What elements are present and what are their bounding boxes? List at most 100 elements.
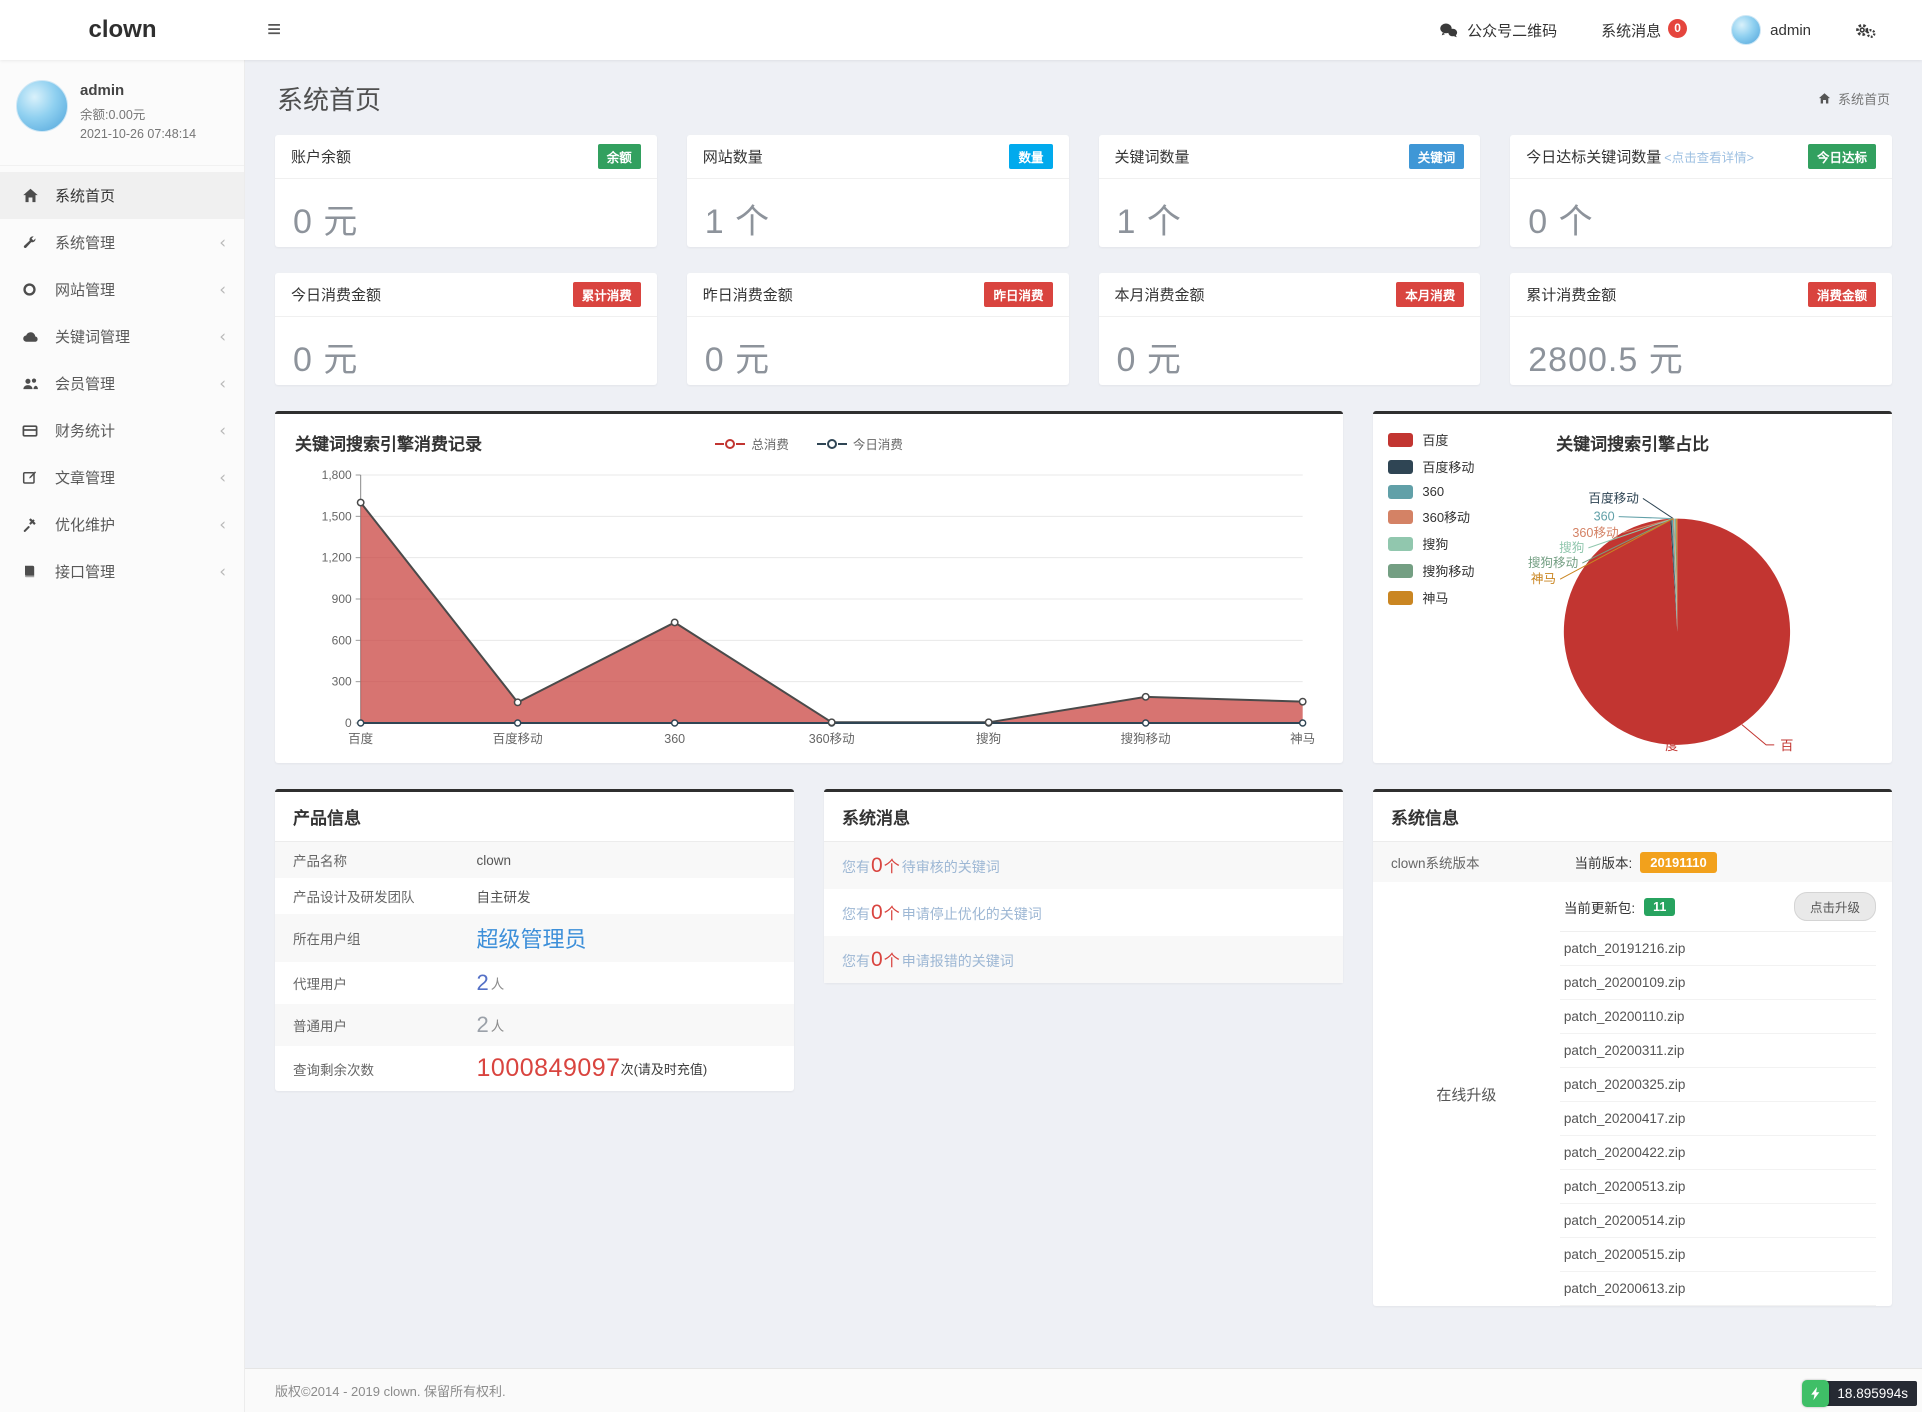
page-title: 系统首页 (277, 85, 382, 115)
pie-legend-item-百度[interactable]: 百度 (1388, 430, 1474, 449)
copyright-text: 版权©2014 - 2019 clown. 保留所有权利. (275, 1384, 506, 1399)
legend-swatch-icon (1388, 590, 1414, 605)
system-message-link[interactable]: 您有0个 申请报错的关键词 (824, 936, 1343, 983)
legend-swatch-icon (1388, 432, 1414, 447)
product-info-row: 产品名称 clown (275, 842, 794, 878)
stat-card-value: 0 个 (1528, 203, 1594, 241)
stat-card-value: 1 个 (704, 203, 771, 241)
stat-card-value: 1 个 (1116, 203, 1182, 241)
pie-chart-legend: 百度百度移动 360 360移动搜狗搜狗移动神马 (1388, 430, 1474, 607)
wrench-icon (22, 235, 42, 250)
product-info-row: 代理用户 2 人 (293, 970, 505, 995)
upgrade-button[interactable]: 点击升级 (1793, 892, 1876, 921)
legend-item-总消费[interactable]: 总消费 (715, 434, 789, 453)
legend-swatch-icon (1388, 484, 1414, 499)
pie-legend-item-搜狗[interactable]: 搜狗 (1388, 534, 1474, 553)
stat-card-badge: 本月消费 (1396, 282, 1465, 307)
engine-share-pie-chart-card: 关键词搜索引擎占比 百度 百度移动 360 360移动 搜狗 搜狗移动 神马 百度移动 360… (1373, 411, 1892, 763)
stat-card-1: 网站数量 数量 1 个 (686, 135, 1069, 247)
stat-card-badge: 昨日消费 (984, 282, 1053, 307)
sidebar-menu: 系统首页 系统管理 ‹ 网站管理 ‹ 关键词管理 ‹ 会员管理 ‹ 财务统计 ‹ 文章管理 ‹ 优化维护 ‹… (0, 165, 244, 595)
system-message-link[interactable]: 您有0个 申请停止优化的关键词 (842, 901, 1042, 924)
stat-card-detail-link[interactable]: <点击查看详情> (1664, 151, 1754, 165)
legend-swatch-icon (1388, 536, 1414, 551)
svg-text:搜狗: 搜狗 (1559, 541, 1584, 555)
line-chart-legend: 总消费 今日消费 (275, 434, 1343, 453)
breadcrumb[interactable]: 系统首页 (1818, 89, 1890, 108)
stat-card-badge: 今日达标 (1807, 144, 1876, 169)
legend-item-今日消费[interactable]: 今日消费 (816, 434, 903, 453)
sidebar-item-articles[interactable]: 文章管理 ‹ (0, 454, 244, 501)
top-navbar: clown ≡ 公众号二维码 系统消息 0 admin (0, 0, 1922, 60)
system-messages-panel: 系统消息 您有0个 待审核的关键词您有0个 申请停止优化的关键词您有0个 申请报错的关… (824, 789, 1343, 983)
stat-card-title: 今日达标关键词数量 (1526, 149, 1662, 166)
messages-label: 系统消息 (1601, 22, 1662, 40)
username-label: admin (1770, 21, 1811, 39)
stat-card-badge: 消费金额 (1807, 282, 1876, 307)
consumption-line-chart-card: 关键词搜索引擎消费记录 总消费 今日消费 0 300 600 900 1,200 1,500… (275, 411, 1344, 763)
sidebar-item-members[interactable]: 会员管理 ‹ (0, 360, 244, 407)
svg-text:360移动: 360移动 (1573, 526, 1619, 540)
sidebar-item-home[interactable]: 系统首页 (0, 172, 244, 219)
svg-text:百度移动: 百度移动 (1589, 490, 1639, 505)
svg-text:1,200: 1,200 (322, 551, 352, 565)
update-package-row: 当前更新包: 11 点击升级 (1559, 882, 1876, 932)
sidebar-item-label: 接口管理 (55, 564, 116, 581)
sidebar-item-api[interactable]: 接口管理 ‹ (0, 548, 244, 595)
pie-legend-item-360移动[interactable]: 360移动 (1388, 507, 1474, 526)
messages-menu-item[interactable]: 系统消息 0 (1579, 0, 1709, 60)
qrcode-menu-item[interactable]: 公众号二维码 (1417, 0, 1579, 60)
sidebar-user-block: admin 余额:0.00元 2021-10-26 07:48:14 (0, 60, 244, 165)
sidebar-item-system[interactable]: 系统管理 ‹ (0, 219, 244, 266)
stat-card-title: 关键词数量 (1114, 149, 1190, 166)
patch-file-row: patch_20200311.zip (1559, 1034, 1876, 1068)
sidebar-item-website[interactable]: 网站管理 ‹ (0, 266, 244, 313)
pie-legend-item-360[interactable]: 360 (1388, 484, 1474, 499)
stat-card-value: 2800.5 元 (1528, 341, 1684, 379)
user-menu-item[interactable]: admin (1709, 0, 1833, 60)
patch-file-row: patch_20200110.zip (1559, 1000, 1876, 1034)
sidebar-item-label: 关键词管理 (55, 329, 131, 346)
patch-file-row: patch_20200514.zip (1559, 1204, 1876, 1238)
sidebar-item-label: 系统管理 (55, 235, 116, 252)
sidebar-item-label: 系统首页 (55, 188, 116, 205)
pie-legend-item-百度移动[interactable]: 百度移动 (1388, 457, 1474, 476)
sidebar-item-finance[interactable]: 财务统计 ‹ (0, 407, 244, 454)
sidebar-item-optimize[interactable]: 优化维护 ‹ (0, 501, 244, 548)
sidebar-username: admin (80, 82, 125, 99)
breadcrumb-label: 系统首页 (1837, 92, 1890, 107)
sidebar-item-keywords[interactable]: 关键词管理 ‹ (0, 313, 244, 360)
version-row: clown系统版本 当前版本: 20191110 (1373, 842, 1892, 882)
system-info-title: 系统信息 (1373, 792, 1892, 842)
pie-legend-item-搜狗移动[interactable]: 搜狗移动 (1388, 561, 1474, 580)
svg-text:360: 360 (1594, 510, 1615, 524)
system-message-link[interactable]: 您有0个 待审核的关键词 (824, 842, 1343, 889)
page-load-time: 18.895994s (1825, 1381, 1917, 1406)
avatar (16, 80, 68, 132)
stat-card-title: 本月消费金额 (1114, 287, 1205, 304)
line-chart-title: 关键词搜索引擎消费记录 (295, 435, 482, 454)
usergroup-link[interactable]: 超级管理员 (476, 927, 587, 952)
current-version-label: 当前版本: (1574, 856, 1633, 871)
chevron-left-icon: ‹ (219, 467, 226, 488)
gears-icon (1855, 22, 1876, 39)
svg-text:1,500: 1,500 (322, 509, 352, 523)
legend-marker-icon (715, 438, 746, 449)
stat-cards-grid: 账户余额 余额 0 元 网站数量 数量 1 个 关键词数量 关键词 1 个 今日达标关键词数量 <点… (275, 135, 1892, 385)
menu-toggle-icon[interactable]: ≡ (267, 16, 282, 43)
svg-text:神马: 神马 (1290, 732, 1315, 746)
sidebar-datetime: 2021-10-26 07:48:14 (80, 127, 197, 141)
stat-card-value: 0 元 (704, 341, 771, 379)
sidebar-item-label: 优化维护 (55, 517, 116, 534)
system-messages-title: 系统消息 (824, 792, 1343, 842)
sidebar-item-label: 财务统计 (55, 423, 116, 440)
version-label: clown系统版本 (1391, 856, 1480, 871)
svg-text:0: 0 (345, 716, 352, 730)
settings-menu-item[interactable] (1833, 0, 1898, 60)
pie-legend-item-神马[interactable]: 神马 (1388, 588, 1474, 607)
product-info-panel: 产品信息 产品名称 clown 产品设计及研发团队 自主研发 所在用户组 超级管理员 代理用… (275, 789, 794, 1091)
stat-card-6: 本月消费金额 本月消费 0 元 (1098, 273, 1481, 385)
stat-card-3: 今日达标关键词数量 <点击查看详情> 今日达标 0 个 (1510, 135, 1892, 247)
chevron-left-icon: ‹ (219, 232, 226, 253)
